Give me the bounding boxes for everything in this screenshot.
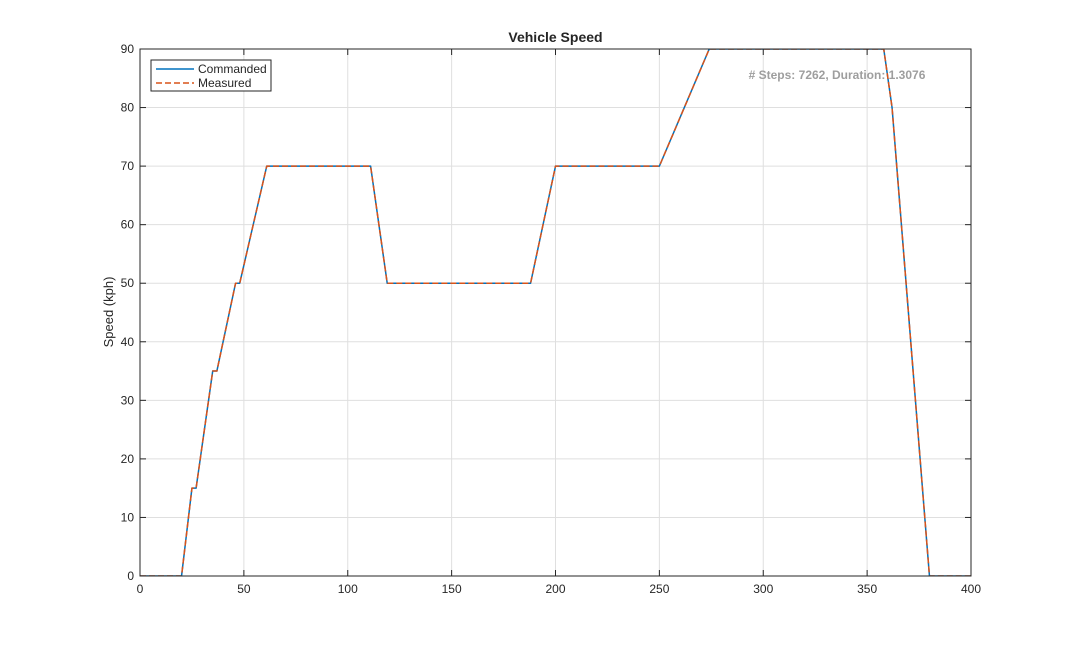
x-tick-label: 200 — [545, 582, 565, 596]
x-tick-label: 250 — [649, 582, 669, 596]
chart-title: Vehicle Speed — [508, 29, 602, 45]
y-tick-label: 60 — [121, 218, 135, 232]
x-tick-label: 50 — [237, 582, 251, 596]
series-lines — [140, 49, 971, 576]
y-axis-ticks: 0 10 20 30 40 50 60 70 80 90 — [121, 42, 971, 583]
legend-box — [150, 59, 272, 92]
legend-label-commanded: Commanded — [198, 62, 267, 76]
y-tick-label: 10 — [121, 510, 135, 524]
legend-label-measured: Measured — [198, 76, 251, 90]
y-tick-label: 30 — [121, 393, 135, 407]
y-axis-label: Speed (kph) — [101, 277, 116, 348]
steps-duration-annotation: # Steps: 7262, Duration: 1.3076 — [749, 68, 926, 82]
y-tick-label: 50 — [121, 276, 135, 290]
y-tick-label: 20 — [121, 452, 135, 466]
x-axis-ticks: 0 50 100 150 200 250 300 350 400 — [137, 49, 981, 596]
x-tick-label: 350 — [857, 582, 877, 596]
series-line-commanded — [140, 49, 971, 576]
x-tick-label: 400 — [961, 582, 981, 596]
x-tick-label: 0 — [137, 582, 144, 596]
legend: Commanded Measured — [150, 59, 272, 92]
y-tick-label: 80 — [121, 101, 135, 115]
x-tick-label: 300 — [753, 582, 773, 596]
y-tick-label: 90 — [121, 42, 135, 56]
y-tick-label: 0 — [127, 569, 134, 583]
y-tick-label: 40 — [121, 335, 135, 349]
y-tick-label: 70 — [121, 159, 135, 173]
x-tick-label: 150 — [442, 582, 462, 596]
x-tick-label: 100 — [338, 582, 358, 596]
